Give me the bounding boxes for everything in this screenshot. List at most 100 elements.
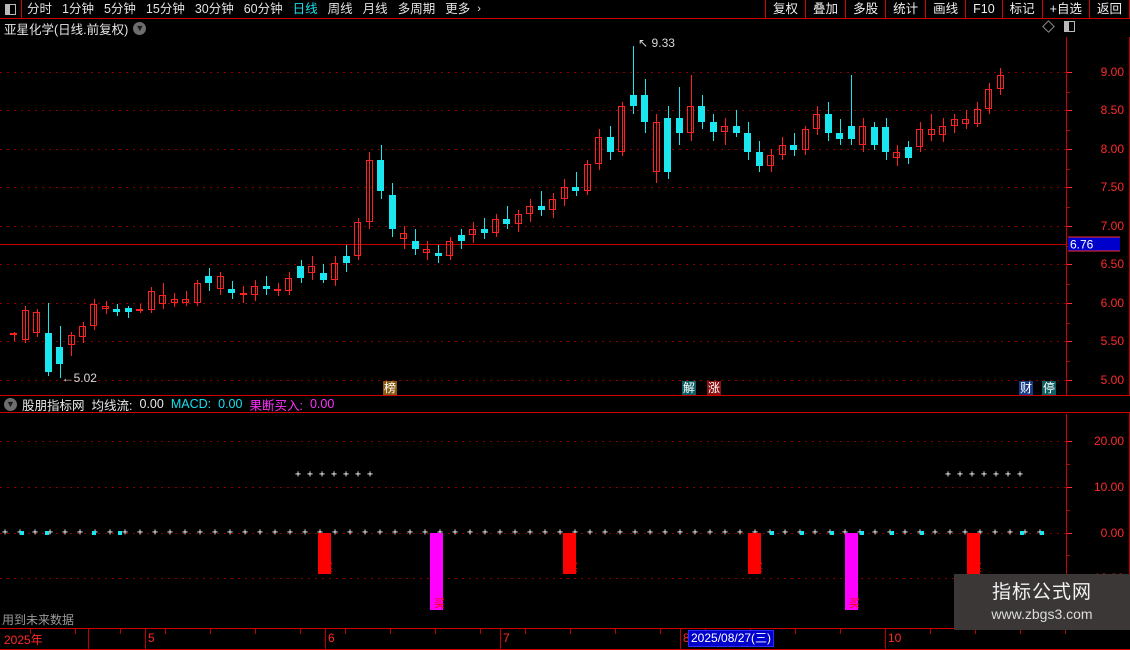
indicator-chevron-icon[interactable]: ▼ <box>4 397 17 411</box>
zero-line-marker: + <box>647 526 654 538</box>
zero-line-marker: + <box>542 526 549 538</box>
candle-body <box>308 265 316 274</box>
high-price-annotation: ↖ 9.33 <box>638 37 675 51</box>
candle-body <box>653 121 661 172</box>
period-tab-0[interactable]: 分时 <box>27 2 53 16</box>
date-axis-month-label-0: 5 <box>148 631 155 645</box>
toolbar-button-5[interactable]: F10 <box>965 0 1002 18</box>
indicator-site-label: 股朋指标网 <box>22 398 85 413</box>
zero-line-marker: + <box>752 527 758 538</box>
candle-body <box>45 333 53 372</box>
candle-wick <box>840 119 841 145</box>
candle-body <box>698 106 706 122</box>
ma-value: 0.00 <box>139 397 164 411</box>
candle-wick <box>427 241 428 261</box>
candle-body <box>882 127 890 153</box>
candle-wick <box>94 298 95 330</box>
candle-wick <box>587 160 588 195</box>
page-title: 亚星化学(日线.前复权) <box>4 22 129 37</box>
candle-body <box>458 234 466 242</box>
zero-line-cyan-dot <box>830 530 834 535</box>
toolbar-button-0[interactable]: 复权 <box>765 0 805 18</box>
chevron-down-icon[interactable]: ▼ <box>133 21 147 35</box>
date-axis-separator <box>885 629 886 650</box>
period-tab-10[interactable]: 更多 <box>445 2 471 16</box>
period-tab-2[interactable]: 5分钟 <box>103 2 136 16</box>
period-tab-8[interactable]: 月线 <box>362 2 388 16</box>
date-axis-tick <box>165 629 166 634</box>
chart-tag-1[interactable]: 解 <box>682 381 697 395</box>
zero-line-marker: + <box>587 526 594 538</box>
period-tab-6[interactable]: 日线 <box>292 2 318 16</box>
chart-tag-4[interactable]: 停 <box>1042 381 1057 395</box>
chevron-right-icon[interactable]: › <box>477 3 481 15</box>
toolbar-button-4[interactable]: 画线 <box>925 0 965 18</box>
panel-split-icon-2[interactable] <box>1064 21 1075 32</box>
candle-wick <box>691 75 692 141</box>
toolbar-button-3[interactable]: 统计 <box>885 0 925 18</box>
date-axis-tick <box>885 629 886 634</box>
candle-body <box>905 147 913 158</box>
candle-body <box>710 121 718 132</box>
panel-split-icon[interactable] <box>0 0 22 18</box>
indicator-axis-tick <box>1067 486 1072 488</box>
candle-body <box>10 333 18 336</box>
candle-wick <box>771 148 772 172</box>
price-axis-label: 7.00 <box>1100 218 1124 233</box>
date-axis-highlight: 2025/08/27(三) <box>688 630 775 647</box>
chart-tag-3[interactable]: 财 <box>1019 381 1034 395</box>
candle-body <box>595 137 603 165</box>
indicator-axis-minor-tick <box>1067 509 1070 511</box>
price-gridline <box>0 225 1066 227</box>
candle-wick <box>989 83 990 114</box>
candle-body <box>446 241 454 257</box>
diamond-icon[interactable] <box>1042 20 1055 33</box>
zero-line-marker: + <box>677 526 684 538</box>
macd-value: 0.00 <box>218 397 243 411</box>
zero-line-marker: + <box>287 526 294 538</box>
toolbar-button-7[interactable]: +自选 <box>1041 0 1089 18</box>
candle-body <box>274 288 282 292</box>
price-axis-tick <box>1067 225 1072 227</box>
period-tab-4[interactable]: 30分钟 <box>194 2 234 16</box>
candle-body <box>825 113 833 134</box>
candle-body <box>366 160 374 222</box>
indicator-chart-pane[interactable]: + + + + + + + + + + + + + + + + + + + + + + + + + + + + + + + + + + + + + + + +… <box>0 414 1066 610</box>
signal-cluster-marker: + <box>981 469 988 480</box>
price-axis-label: 5.00 <box>1100 372 1124 387</box>
period-tab-9[interactable]: 多周期 <box>397 2 436 16</box>
toolbar-button-6[interactable]: 标记 <box>1001 0 1042 18</box>
candle-wick <box>37 308 38 338</box>
zero-line-marker: + <box>47 526 54 538</box>
watermark: 指标公式网 www.zbgs3.com <box>954 574 1130 630</box>
period-tab-3[interactable]: 15分钟 <box>145 2 185 16</box>
zero-line-marker: + <box>482 526 489 538</box>
zero-line-cyan-dot <box>890 530 894 535</box>
price-chart-pane[interactable]: ↖ 9.33 ←5.02 榜 解涨 财停 <box>0 37 1066 395</box>
period-tab-1[interactable]: 1分钟 <box>62 2 94 16</box>
price-gridline <box>0 341 1066 343</box>
candle-body <box>836 133 844 140</box>
chart-tag-0[interactable]: 榜 <box>383 381 398 395</box>
toolbar-button-8[interactable]: 返回 <box>1088 0 1130 18</box>
future-data-note: 用到未来数据 <box>2 613 75 627</box>
toolbar-button-1[interactable]: 叠加 <box>805 0 845 18</box>
zero-line-marker: + <box>812 526 819 538</box>
candle-body <box>572 187 580 191</box>
indicator-bar-2 <box>563 532 576 574</box>
period-tab-5[interactable]: 60分钟 <box>243 2 283 16</box>
zero-line-marker: + <box>407 526 414 538</box>
chart-tag-2[interactable]: 涨 <box>707 381 722 395</box>
toolbar-button-2[interactable]: 多股 <box>845 0 885 18</box>
zero-line-marker: + <box>422 526 429 538</box>
candle-body <box>985 88 993 109</box>
price-axis-minor-tick <box>1067 207 1070 209</box>
date-axis-tick <box>30 629 31 634</box>
zero-line-marker: + <box>467 526 474 538</box>
date-axis-tick <box>930 629 931 634</box>
candle-body <box>561 187 569 199</box>
price-axis-minor-tick <box>1067 322 1070 324</box>
period-tab-7[interactable]: 周线 <box>327 2 353 16</box>
price-axis-label: 7.50 <box>1100 180 1124 195</box>
candle-wick <box>622 102 623 157</box>
